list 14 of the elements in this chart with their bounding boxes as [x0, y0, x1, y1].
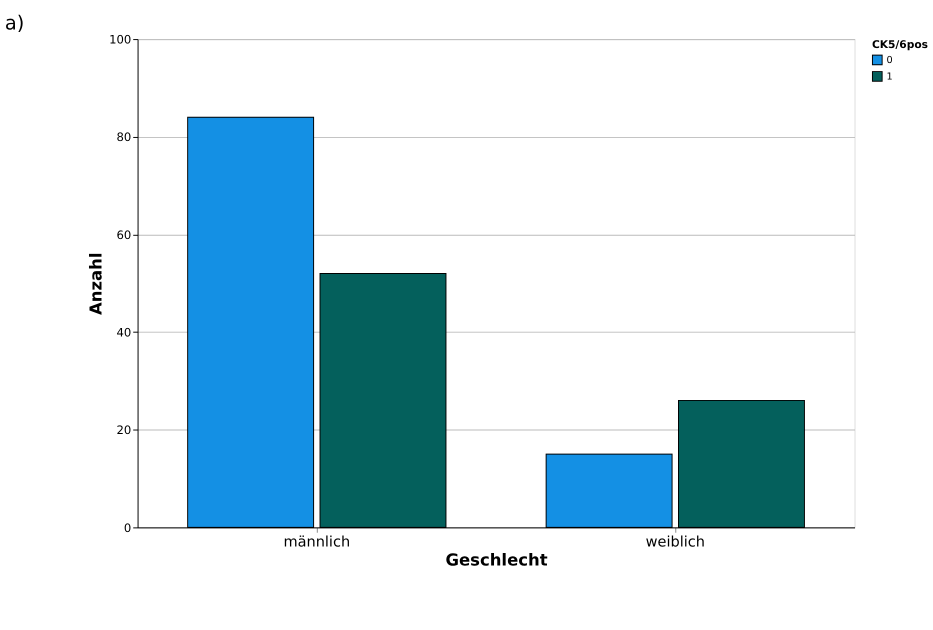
y-tick-label: 100	[109, 32, 132, 46]
legend-label: 1	[886, 71, 893, 82]
y-tick-label: 40	[116, 325, 132, 340]
y-tick-label: 0	[124, 520, 132, 535]
x-tick-label: weiblich	[646, 534, 705, 550]
y-tick-label: 60	[116, 228, 132, 242]
y-tick-label: 20	[116, 423, 132, 438]
text: a)	[4, 11, 24, 34]
x-axis-title: Geschlecht	[445, 550, 548, 570]
y-tick-label: 80	[116, 130, 132, 144]
legend-title: CK5/6pos	[872, 38, 928, 51]
legend-label: 0	[886, 54, 893, 66]
y-axis-title: Anzahl	[86, 252, 106, 316]
x-tick-label: männlich	[283, 534, 350, 550]
